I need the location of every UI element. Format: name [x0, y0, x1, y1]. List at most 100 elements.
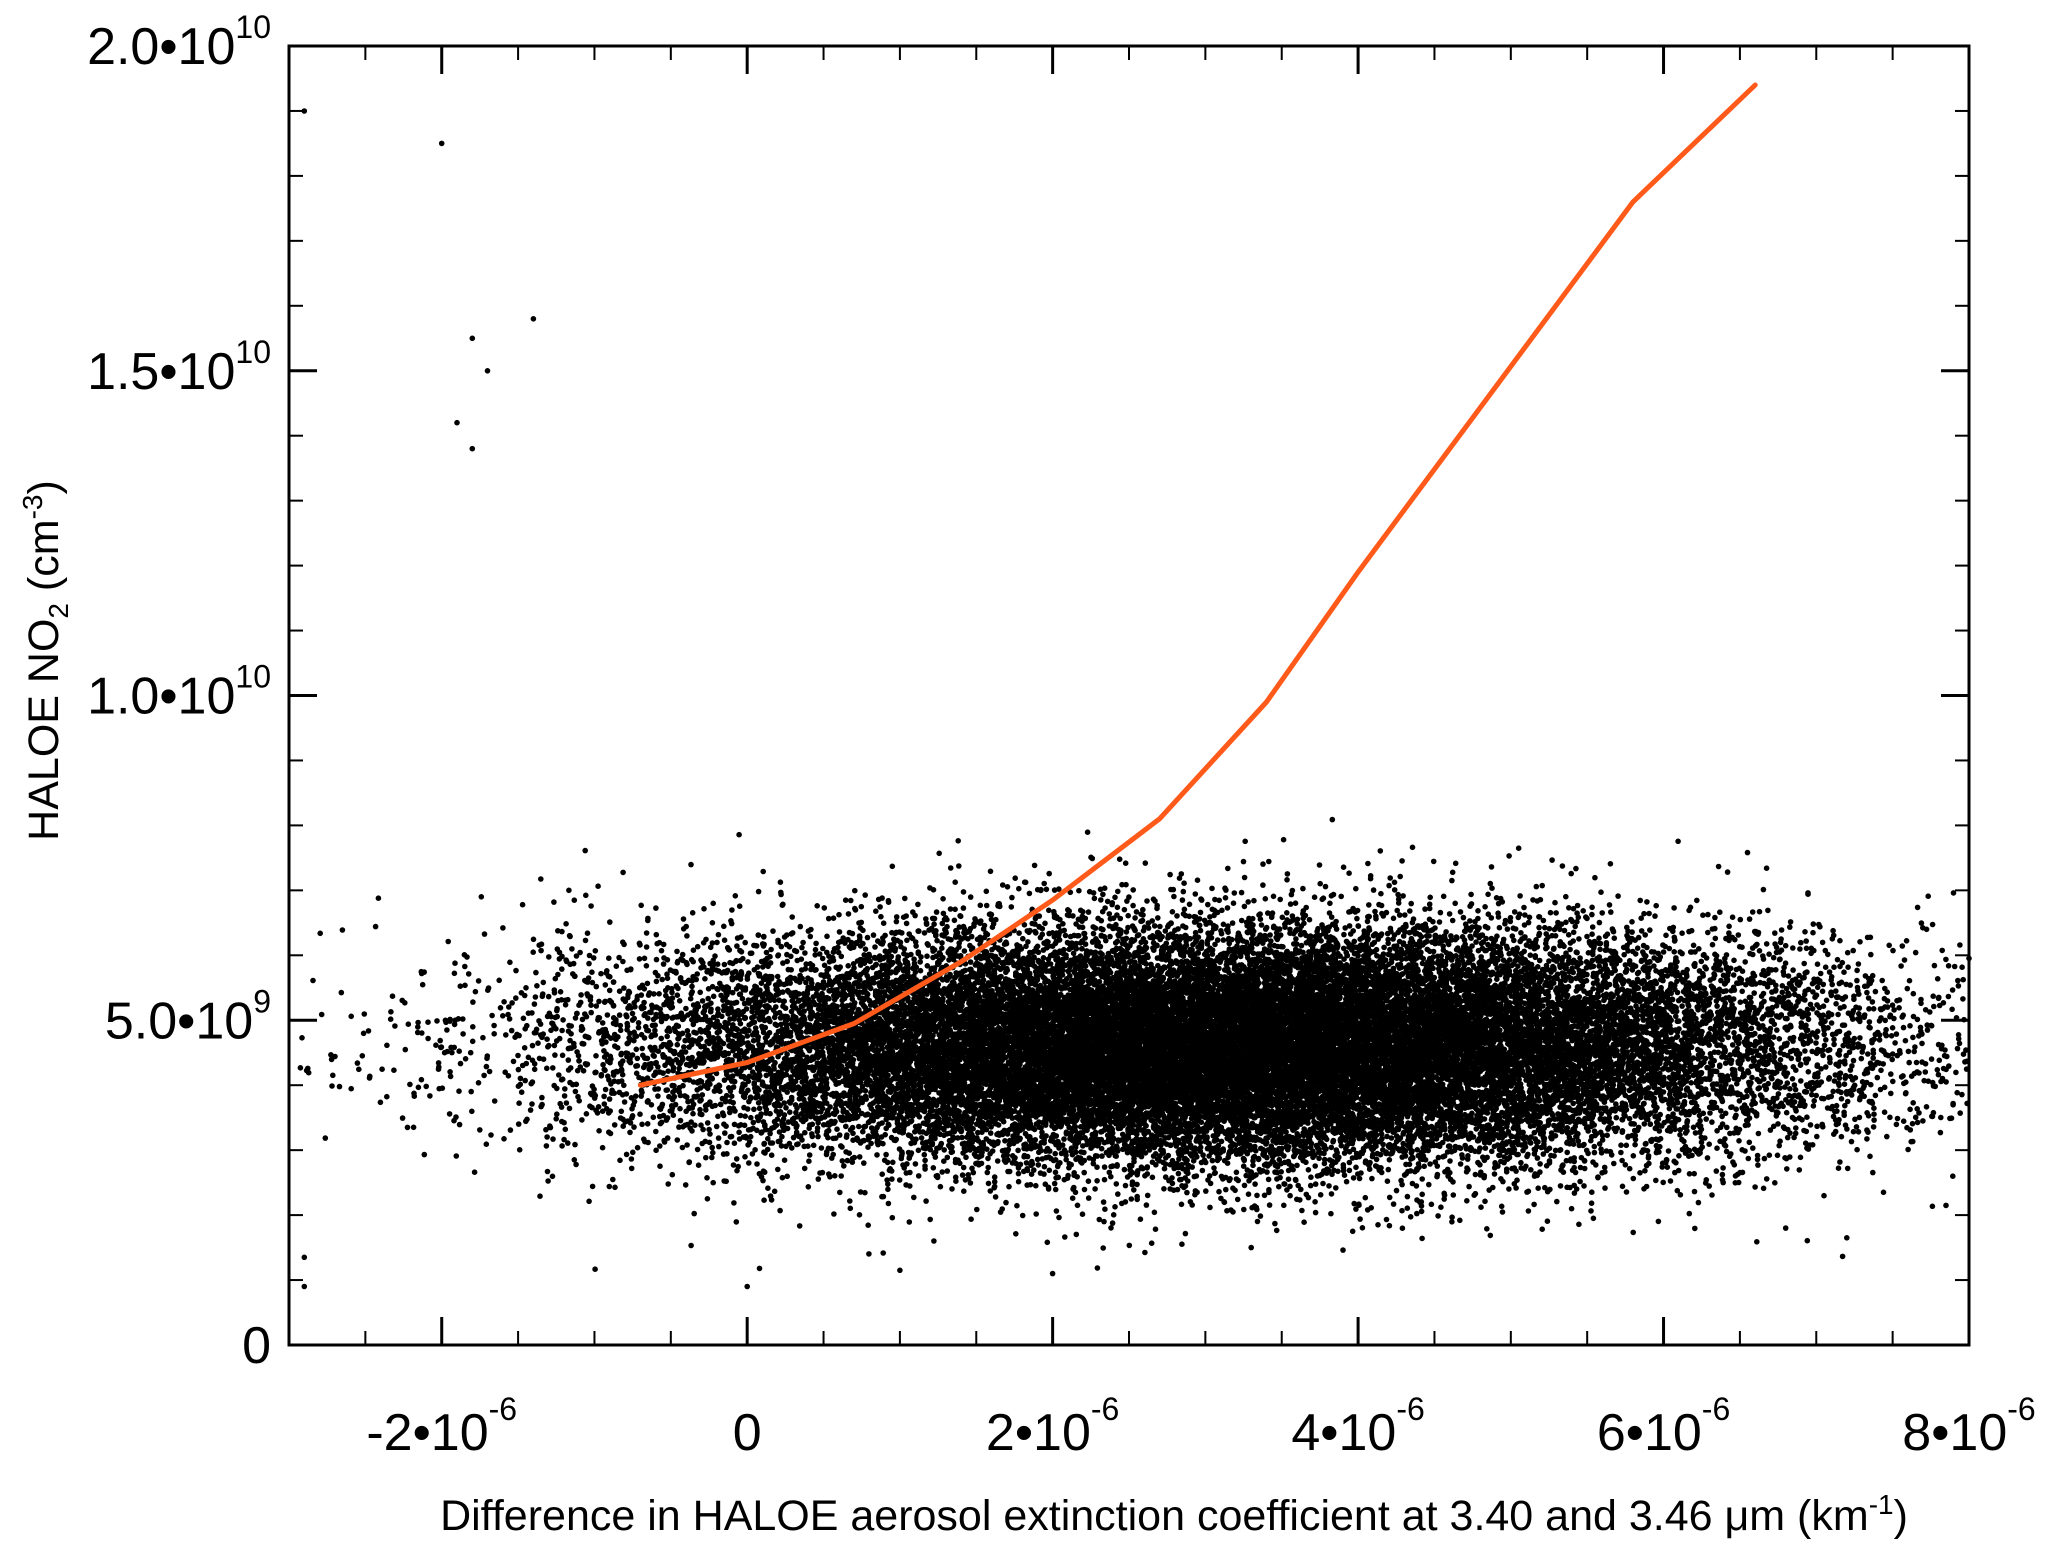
- scatter-point: [1787, 924, 1793, 930]
- scatter-point: [1280, 836, 1287, 843]
- scatter-point: [1248, 936, 1255, 942]
- scatter-point: [1051, 908, 1057, 915]
- scatter-point: [817, 1170, 823, 1176]
- scatter-point: [1841, 1022, 1848, 1028]
- scatter-point: [695, 1162, 702, 1168]
- scatter-point: [1596, 1141, 1603, 1147]
- scatter-point: [1322, 883, 1329, 890]
- scatter-point: [1602, 1185, 1608, 1191]
- scatter-point: [478, 894, 485, 900]
- scatter-point: [845, 963, 851, 969]
- scatter-point: [1585, 950, 1592, 956]
- scatter-point: [1912, 949, 1919, 956]
- scatter-point: [1510, 925, 1517, 931]
- scatter-point: [847, 1205, 854, 1212]
- scatter-point: [588, 1002, 594, 1008]
- scatter-point: [1879, 977, 1885, 984]
- scatter-point: [1844, 1165, 1851, 1172]
- scatter-point: [580, 1068, 587, 1074]
- scatter-point: [930, 1165, 937, 1171]
- scatter-point: [1340, 864, 1347, 870]
- scatter-point: [1821, 1192, 1827, 1199]
- scatter-point: [1581, 1183, 1587, 1189]
- scatter-point: [562, 1002, 569, 1008]
- scatter-point: [637, 1111, 643, 1117]
- scatter-point: [1489, 885, 1495, 891]
- scatter-point: [1440, 893, 1447, 900]
- scatter-point: [1855, 1129, 1862, 1135]
- scatter-point: [985, 1180, 992, 1187]
- scatter-point: [1006, 1183, 1012, 1190]
- scatter-point: [1814, 961, 1821, 967]
- scatter-point: [650, 1114, 657, 1121]
- scatter-point: [1798, 1020, 1805, 1026]
- scatter-point: [1607, 861, 1614, 867]
- scatter-point: [1776, 1036, 1783, 1042]
- scatter-point: [1771, 1054, 1778, 1060]
- scatter-point: [1276, 1183, 1282, 1190]
- scatter-point: [1026, 890, 1033, 897]
- scatter-point: [515, 1066, 522, 1073]
- scatter-point: [837, 1189, 843, 1196]
- scatter-point: [1079, 1211, 1086, 1217]
- scatter-point: [1399, 858, 1405, 864]
- scatter-point: [1821, 1042, 1828, 1049]
- scatter-point: [1061, 1136, 1067, 1142]
- scatter-point: [1823, 997, 1830, 1004]
- scatter-point: [750, 1037, 757, 1044]
- scatter-point: [1312, 1163, 1318, 1169]
- scatter-point: [577, 999, 584, 1006]
- scatter-point: [885, 1186, 891, 1193]
- scatter-point: [1760, 886, 1767, 893]
- scatter-point: [643, 930, 650, 936]
- scatter-point: [1869, 972, 1876, 979]
- scatter-point: [1091, 895, 1098, 902]
- scatter-point: [1209, 885, 1215, 892]
- scatter-point: [1597, 946, 1603, 953]
- scatter-point: [552, 1052, 558, 1058]
- scatter-point: [1802, 929, 1808, 935]
- scatter-point: [1596, 963, 1602, 969]
- scatter-point: [1386, 1222, 1393, 1229]
- scatter-point: [1906, 1059, 1912, 1066]
- scatter-point: [1055, 923, 1062, 930]
- scatter-point: [756, 1265, 763, 1272]
- scatter-point: [1546, 925, 1553, 932]
- scatter-point: [974, 1206, 980, 1213]
- scatter-point: [1498, 1203, 1505, 1210]
- scatter-point: [1566, 905, 1572, 911]
- scatter-point: [336, 1083, 343, 1090]
- scatter-point: [656, 991, 662, 997]
- scatter-point: [1943, 956, 1949, 963]
- scatter-point: [1522, 912, 1528, 918]
- scatter-point: [1619, 1183, 1626, 1190]
- scatter-point: [676, 1065, 682, 1072]
- scatter-point: [1130, 887, 1136, 893]
- scatter-point: [522, 1077, 528, 1084]
- scatter-point: [1707, 1110, 1713, 1116]
- scatter-point: [1686, 1210, 1693, 1217]
- scatter-point: [1284, 910, 1290, 916]
- scatter-point: [694, 943, 701, 950]
- scatter-point: [823, 1076, 830, 1082]
- scatter-point: [1588, 1208, 1594, 1214]
- scatter-point: [1679, 930, 1685, 936]
- scatter-point: [746, 1160, 752, 1166]
- scatter-point: [658, 1035, 664, 1042]
- scatter-point: [1606, 902, 1613, 908]
- scatter-point: [1563, 893, 1569, 900]
- scatter-point: [1750, 1145, 1756, 1151]
- scatter-point: [1880, 1189, 1887, 1196]
- scatter-point: [831, 1211, 837, 1217]
- scatter-point: [1718, 967, 1724, 973]
- scatter-point: [1667, 1178, 1674, 1184]
- scatter-point: [1766, 951, 1772, 957]
- scatter-point: [563, 921, 569, 927]
- scatter-point: [751, 1106, 757, 1113]
- scatter-point: [592, 1266, 598, 1272]
- scatter-point: [1797, 1154, 1804, 1161]
- scatter-point: [969, 1165, 975, 1172]
- scatter-point: [1134, 1181, 1140, 1188]
- scatter-point: [1407, 1214, 1414, 1220]
- scatter-point: [556, 1072, 562, 1078]
